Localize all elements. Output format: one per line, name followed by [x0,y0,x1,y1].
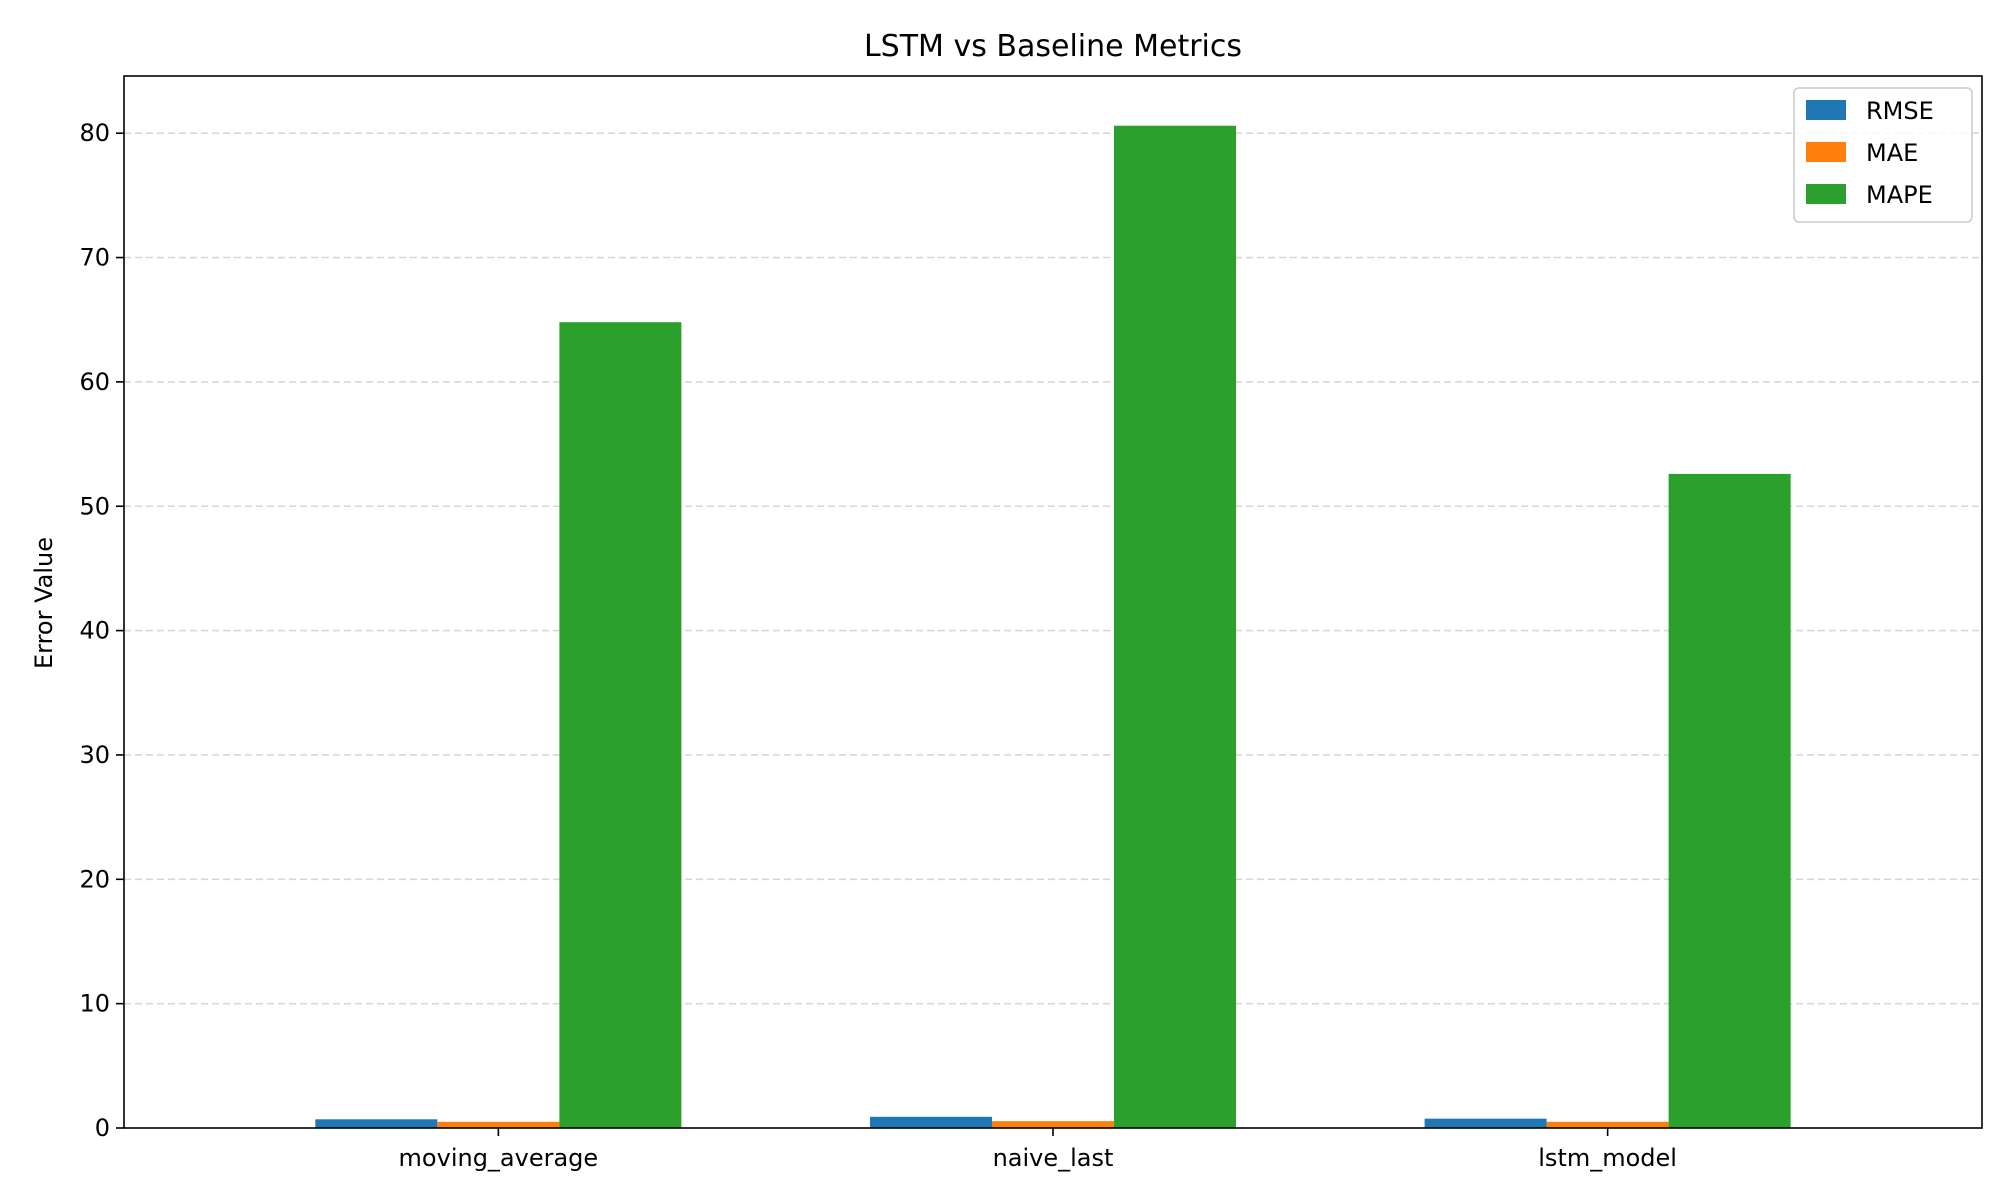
y-tick-label-70: 70 [79,244,110,272]
chart-title: LSTM vs Baseline Metrics [864,29,1242,64]
bar-mae-lstm_model [1546,1121,1669,1128]
legend: RMSE MAE MAPE [1793,87,1973,223]
x-tick-label-naive_last: naive_last [993,1144,1114,1172]
y-tick-label-0: 0 [95,1114,110,1142]
x-tick-label-moving_average: moving_average [399,1144,599,1172]
x-tick-label-lstm_model: lstm_model [1538,1144,1677,1172]
y-tick-label-30: 30 [79,741,110,769]
bar-rmse-naive_last [869,1116,992,1128]
bar-mae-moving_average [437,1121,560,1128]
bar-rmse-lstm_model [1424,1118,1547,1128]
bar-mape-lstm_model [1668,473,1791,1128]
y-axis: 0 10 20 30 40 50 60 70 80 [79,119,124,1142]
y-tick-label-20: 20 [79,865,110,893]
y-tick-label-60: 60 [79,368,110,396]
y-tick-label-10: 10 [79,990,110,1018]
y-tick-label-40: 40 [79,617,110,645]
bar-rmse-moving_average [315,1119,438,1128]
y-tick-label-50: 50 [79,492,110,520]
bar-mae-naive_last [991,1121,1115,1128]
y-tick-label-80: 80 [79,119,110,147]
legend-label-rmse: RMSE [1866,97,1934,125]
legend-swatch-mape [1806,184,1846,204]
bar-mape-naive_last [1114,125,1237,1129]
x-axis: moving_average naive_last lstm_model [399,1128,1677,1172]
legend-swatch-rmse [1806,100,1846,120]
bars [315,125,1791,1129]
legend-label-mape: MAPE [1866,181,1933,209]
y-axis-label: Error Value [30,537,58,669]
grid-lines [124,132,1982,1005]
bar-mape-moving_average [559,322,682,1128]
legend-label-mae: MAE [1866,139,1918,167]
legend-swatch-mae [1806,142,1846,162]
